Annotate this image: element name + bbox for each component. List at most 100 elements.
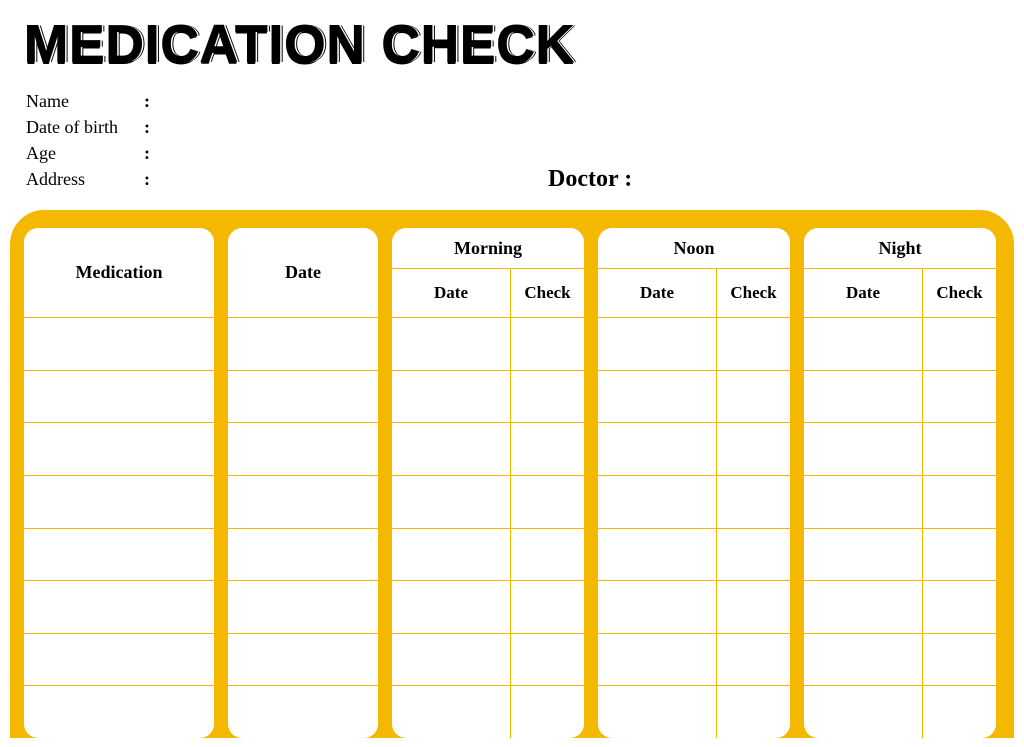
table-cell[interactable] <box>228 686 378 738</box>
cell-date[interactable] <box>392 318 511 370</box>
table-cell[interactable] <box>228 371 378 424</box>
cell-check[interactable] <box>923 686 996 738</box>
table-cell[interactable] <box>804 634 996 687</box>
table-cell[interactable] <box>392 529 584 582</box>
cell-check[interactable] <box>717 423 790 475</box>
table-cell[interactable] <box>598 476 790 529</box>
cell-date[interactable] <box>804 634 923 686</box>
cell-date[interactable] <box>598 686 717 738</box>
cell-date[interactable] <box>392 634 511 686</box>
table-cell[interactable] <box>228 529 378 582</box>
table-cell[interactable] <box>598 423 790 476</box>
table-cell[interactable] <box>24 318 214 371</box>
table-cell[interactable] <box>228 634 378 687</box>
table-cell[interactable] <box>24 371 214 424</box>
table-cell[interactable] <box>598 529 790 582</box>
table-cell[interactable] <box>598 634 790 687</box>
cell-date[interactable] <box>804 371 923 423</box>
cell-date[interactable] <box>598 423 717 475</box>
cell-date[interactable] <box>804 581 923 633</box>
table-cell[interactable] <box>24 634 214 687</box>
table-panel: Medication Date Morning Date Check Noon … <box>10 210 1014 738</box>
cell-check[interactable] <box>717 529 790 581</box>
table-cell[interactable] <box>598 318 790 371</box>
table-cell[interactable] <box>598 581 790 634</box>
table-cell[interactable] <box>228 423 378 476</box>
table-cell[interactable] <box>392 423 584 476</box>
table-cell[interactable] <box>24 581 214 634</box>
table-cell[interactable] <box>228 581 378 634</box>
table-cell[interactable] <box>24 423 214 476</box>
cell-date[interactable] <box>392 476 511 528</box>
table-cell[interactable] <box>24 529 214 582</box>
table-cell[interactable] <box>804 686 996 738</box>
cell-check[interactable] <box>511 634 584 686</box>
column-morning: Morning Date Check <box>392 228 584 738</box>
table-cell[interactable] <box>804 423 996 476</box>
cell-check[interactable] <box>923 634 996 686</box>
cell-date[interactable] <box>598 476 717 528</box>
cell-check[interactable] <box>717 634 790 686</box>
table-cell[interactable] <box>392 634 584 687</box>
table-cell[interactable] <box>392 581 584 634</box>
cell-check[interactable] <box>717 476 790 528</box>
table-cell[interactable] <box>804 371 996 424</box>
table-cell[interactable] <box>392 476 584 529</box>
info-colon: : <box>144 114 158 140</box>
column-header: Night <box>804 228 996 269</box>
table-cell[interactable] <box>804 318 996 371</box>
table-cell[interactable] <box>598 371 790 424</box>
table-cell[interactable] <box>804 476 996 529</box>
info-label: Age <box>26 140 144 166</box>
cell-check[interactable] <box>923 423 996 475</box>
cell-check[interactable] <box>511 371 584 423</box>
table-cell[interactable] <box>804 581 996 634</box>
cell-check[interactable] <box>923 476 996 528</box>
table-cell[interactable] <box>24 686 214 738</box>
cell-date[interactable] <box>598 581 717 633</box>
table-cell[interactable] <box>392 371 584 424</box>
column-subheader: Date Check <box>598 269 790 318</box>
cell-date[interactable] <box>804 529 923 581</box>
cell-check[interactable] <box>717 318 790 370</box>
subheader-date: Date <box>804 269 923 317</box>
cell-check[interactable] <box>511 529 584 581</box>
column-rows <box>228 318 378 738</box>
cell-check[interactable] <box>923 581 996 633</box>
cell-date[interactable] <box>598 318 717 370</box>
cell-date[interactable] <box>392 529 511 581</box>
subheader-date: Date <box>598 269 717 317</box>
cell-check[interactable] <box>923 529 996 581</box>
cell-check[interactable] <box>923 371 996 423</box>
table-cell[interactable] <box>228 318 378 371</box>
cell-date[interactable] <box>804 686 923 738</box>
cell-date[interactable] <box>392 581 511 633</box>
cell-check[interactable] <box>923 318 996 370</box>
table-cell[interactable] <box>228 476 378 529</box>
table-cell[interactable] <box>392 318 584 371</box>
cell-date[interactable] <box>392 423 511 475</box>
cell-date[interactable] <box>392 371 511 423</box>
table-cell[interactable] <box>392 686 584 738</box>
cell-date[interactable] <box>598 634 717 686</box>
cell-check[interactable] <box>717 371 790 423</box>
cell-date[interactable] <box>392 686 511 738</box>
cell-date[interactable] <box>804 423 923 475</box>
cell-check[interactable] <box>511 318 584 370</box>
cell-date[interactable] <box>598 529 717 581</box>
cell-check[interactable] <box>717 686 790 738</box>
column-medication: Medication <box>24 228 214 738</box>
cell-check[interactable] <box>511 423 584 475</box>
cell-check[interactable] <box>511 686 584 738</box>
table-cell[interactable] <box>804 529 996 582</box>
cell-check[interactable] <box>717 581 790 633</box>
info-row-name: Name : <box>26 88 158 114</box>
cell-check[interactable] <box>511 476 584 528</box>
cell-date[interactable] <box>804 318 923 370</box>
cell-date[interactable] <box>598 371 717 423</box>
cell-date[interactable] <box>804 476 923 528</box>
table-cell[interactable] <box>598 686 790 738</box>
cell-check[interactable] <box>511 581 584 633</box>
subheader-check: Check <box>511 269 584 317</box>
table-cell[interactable] <box>24 476 214 529</box>
